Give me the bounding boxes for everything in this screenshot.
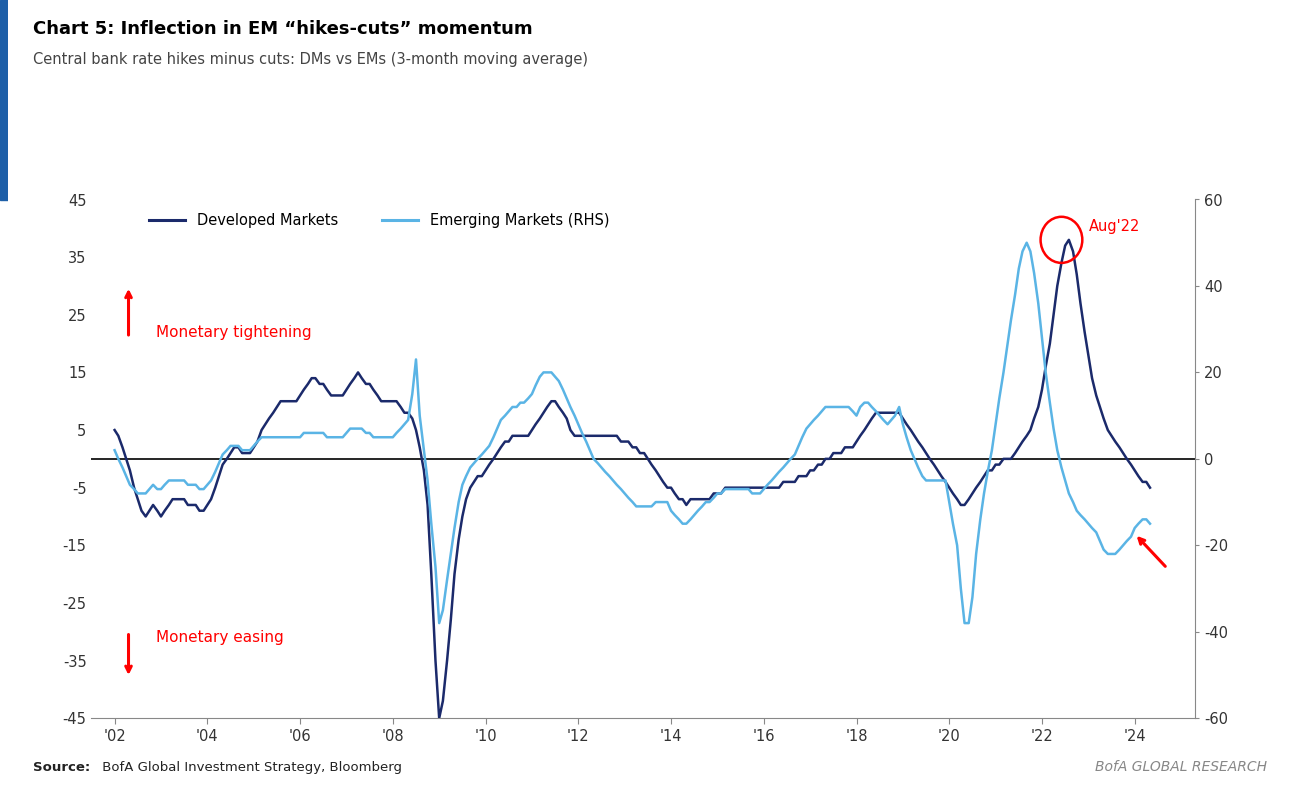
- Text: Chart 5: Inflection in EM “hikes-cuts” momentum: Chart 5: Inflection in EM “hikes-cuts” m…: [33, 20, 533, 38]
- Text: BofA Global Investment Strategy, Bloomberg: BofA Global Investment Strategy, Bloombe…: [98, 761, 402, 774]
- Text: Aug'22: Aug'22: [1089, 219, 1140, 234]
- Text: BofA GLOBAL RESEARCH: BofA GLOBAL RESEARCH: [1094, 760, 1267, 774]
- Bar: [0, 0, 8, 200]
- Text: Source:: Source:: [33, 761, 90, 774]
- Text: Monetary tightening: Monetary tightening: [157, 325, 312, 340]
- Text: Central bank rate hikes minus cuts: DMs vs EMs (3-month moving average): Central bank rate hikes minus cuts: DMs …: [33, 52, 588, 67]
- Legend: Developed Markets, Emerging Markets (RHS): Developed Markets, Emerging Markets (RHS…: [142, 207, 615, 234]
- Text: Monetary easing: Monetary easing: [157, 630, 285, 645]
